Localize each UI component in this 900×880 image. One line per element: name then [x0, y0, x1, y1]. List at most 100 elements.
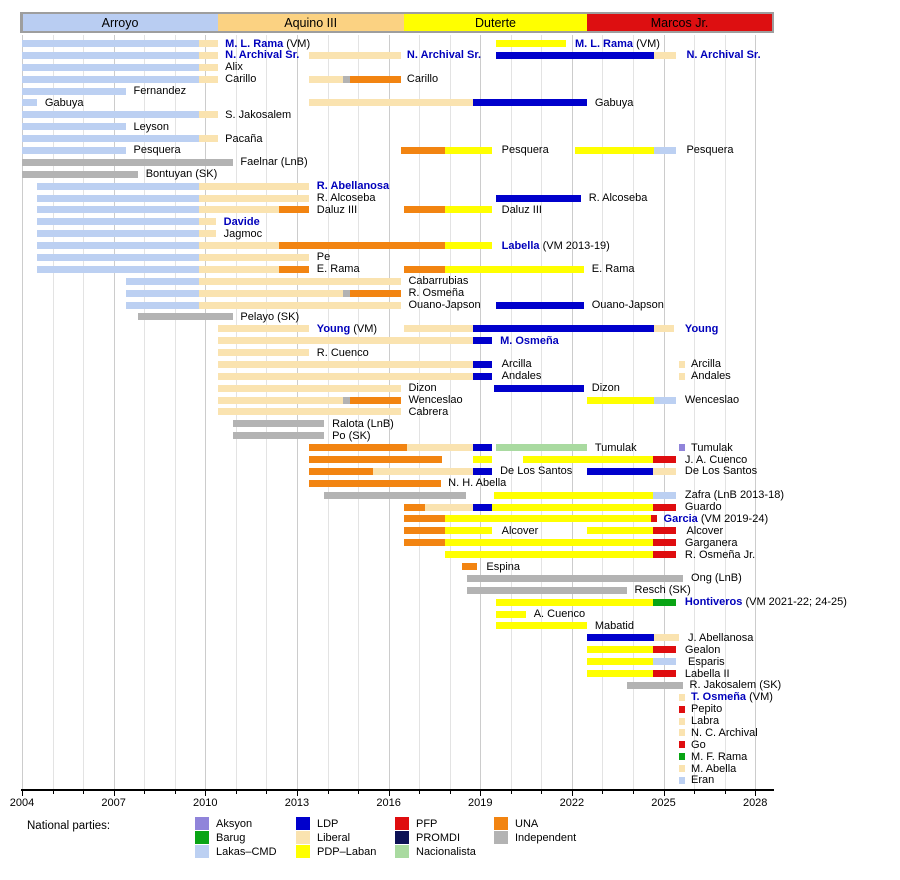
row-label-note: E. Rama: [316, 263, 360, 276]
bar-segment-j-a-cuenco: [309, 456, 443, 464]
row-label-note: Alcover: [501, 524, 539, 537]
row-label-a-cuenco: A. Cuenco: [534, 608, 585, 620]
axis-tick-2017: [419, 791, 421, 794]
row-label-gealon: Gealon: [685, 644, 720, 656]
bar-segment-esparis: [587, 658, 653, 666]
row-label-r-abellanosa: R. Abellanosa: [317, 180, 389, 192]
row-label-cabrera: Cabrera: [408, 406, 448, 418]
legend-swatch-liberal: [296, 831, 310, 844]
row-label-garcia: Garcia (VM 2019-24): [664, 513, 769, 525]
row-label-espina: Espina: [486, 561, 520, 573]
bar-segment-paca-a: [199, 135, 218, 143]
bar-segment-andales: [472, 372, 493, 380]
bar-segment-carillo: [22, 75, 200, 83]
row-label-carillo: Carillo: [225, 73, 256, 85]
row-label-daluz-iii: Daluz III: [317, 204, 357, 216]
legend-label-pfp: PFP: [416, 818, 438, 830]
row-label-labella: Labella (VM 2013-19): [502, 240, 610, 252]
row-label-name: N. Archival Sr.: [225, 49, 300, 62]
bar-segment-hontiveros: [652, 598, 676, 606]
axis-tick-2023: [602, 791, 604, 794]
bar-segment-carillo: [309, 75, 343, 83]
bar-segment-dizon: [493, 384, 585, 392]
legend-swatch-promdi: [395, 831, 409, 844]
bar-segment-r-osme-a-jr: [652, 551, 676, 559]
bar-segment-pelayo: [138, 313, 233, 321]
bar-segment-gabuya: [309, 99, 473, 107]
axis-tick-label-2013: 2013: [284, 797, 310, 809]
bar-segment-e-rama: [37, 265, 200, 273]
bar-segment-wenceslao: [350, 396, 401, 404]
bar-segment-j-a-cuenco: [523, 456, 653, 464]
legend-label-barug: Barug: [216, 832, 246, 844]
row-label-dizon: Dizon: [408, 382, 436, 394]
row-label-n-archival-sr: N. Archival Sr.: [407, 49, 481, 61]
bar-segment-andales: [217, 372, 473, 380]
row-label-garganera: Garganera: [685, 537, 738, 549]
bar-segment-r-osme-a: [350, 289, 401, 297]
legend-label-pdp-laban: PDP–Laban: [317, 846, 377, 858]
bar-segment-e-rama: [278, 265, 310, 273]
row-label-j-abellanosa: J. Abellanosa: [688, 632, 753, 644]
bar-segment-t-osme-a: [678, 693, 685, 701]
row-label-leyson: Leyson: [134, 121, 169, 133]
axis-tick-2014: [327, 791, 329, 794]
row-label-arcilla: Arcilla: [691, 358, 721, 370]
bar-segment-wenceslao: [587, 396, 655, 404]
header-band-marcos-jr: Marcos Jr.: [587, 14, 772, 31]
row-label-andales: Andales: [691, 370, 731, 382]
bar-segment-guardo: [403, 503, 426, 511]
row-label-note: Po (SK): [332, 429, 371, 442]
bar-segment-garganera: [403, 539, 446, 547]
row-label-note: Espina: [486, 560, 520, 573]
axis-tick-2027: [724, 791, 726, 794]
bar-segment-r-abellanosa: [37, 182, 200, 190]
axis-tick-2015: [358, 791, 360, 794]
bar-segment-ralota: [232, 420, 325, 428]
row-label-note: Pesquera: [686, 144, 734, 157]
bar-segment-pe: [199, 253, 310, 261]
legend-label-una: UNA: [515, 818, 539, 830]
row-label-jagmoc: Jagmoc: [224, 228, 263, 240]
row-label-note: Eran: [691, 774, 715, 787]
row-label-note: R. Alcoseba: [316, 192, 376, 205]
row-label-note: Gabuya: [594, 96, 634, 109]
bar-segment-m-l-rama: [199, 40, 218, 47]
bar-segment-garganera: [652, 539, 676, 547]
row-label-hontiveros: Hontiveros (VM 2021-22; 24-25): [685, 596, 847, 608]
row-label-note: Pesquera: [501, 144, 549, 157]
row-label-gabuya: Gabuya: [595, 97, 634, 109]
row-label-m-osme-a: M. Osmeña: [500, 335, 559, 347]
row-label-note: Dizon: [408, 382, 437, 395]
legend-label-lakas-cmd: Lakas–CMD: [216, 846, 277, 858]
bar-segment-cabrera: [217, 408, 401, 416]
row-label-note: Garganera: [684, 536, 738, 549]
bar-segment-gealon: [587, 646, 653, 654]
row-label-mabatid: Mabatid: [595, 620, 634, 632]
bar-segment-daluz-iii: [37, 206, 200, 214]
row-label-m-abella: M. Abella: [691, 763, 736, 775]
gridline-2005: [52, 35, 54, 789]
axis-tick-2020: [510, 791, 512, 794]
row-label-note: (VM): [746, 691, 773, 704]
row-label-note: Fernandez: [133, 85, 187, 98]
row-label-note: Carillo: [406, 73, 439, 86]
row-label-note: J. Abellanosa: [687, 631, 754, 644]
legend-swatch-lakas-cmd: [195, 845, 209, 858]
row-label-n-archival-sr: N. Archival Sr.: [225, 49, 299, 61]
row-label-note: N. H. Abella: [448, 477, 507, 490]
axis-tick-2024: [633, 791, 634, 794]
row-label-note: De Los Santos: [684, 465, 758, 478]
gridline-2028: [755, 35, 757, 789]
bar-segment-alcover: [403, 527, 446, 535]
bar-segment-de-los-santos: [652, 467, 676, 475]
row-label-note: Carillo: [225, 73, 257, 86]
bar-segment-n-h-abella: [309, 479, 441, 487]
axis-tick-2012: [266, 791, 268, 794]
bar-segment-j-abellanosa: [654, 634, 679, 642]
bar-segment-n-archival-sr: [199, 51, 218, 59]
bar-segment-r-osme-a-jr: [445, 551, 653, 559]
bar-segment-arcilla: [217, 360, 473, 368]
row-label-note: Tumulak: [691, 441, 733, 454]
